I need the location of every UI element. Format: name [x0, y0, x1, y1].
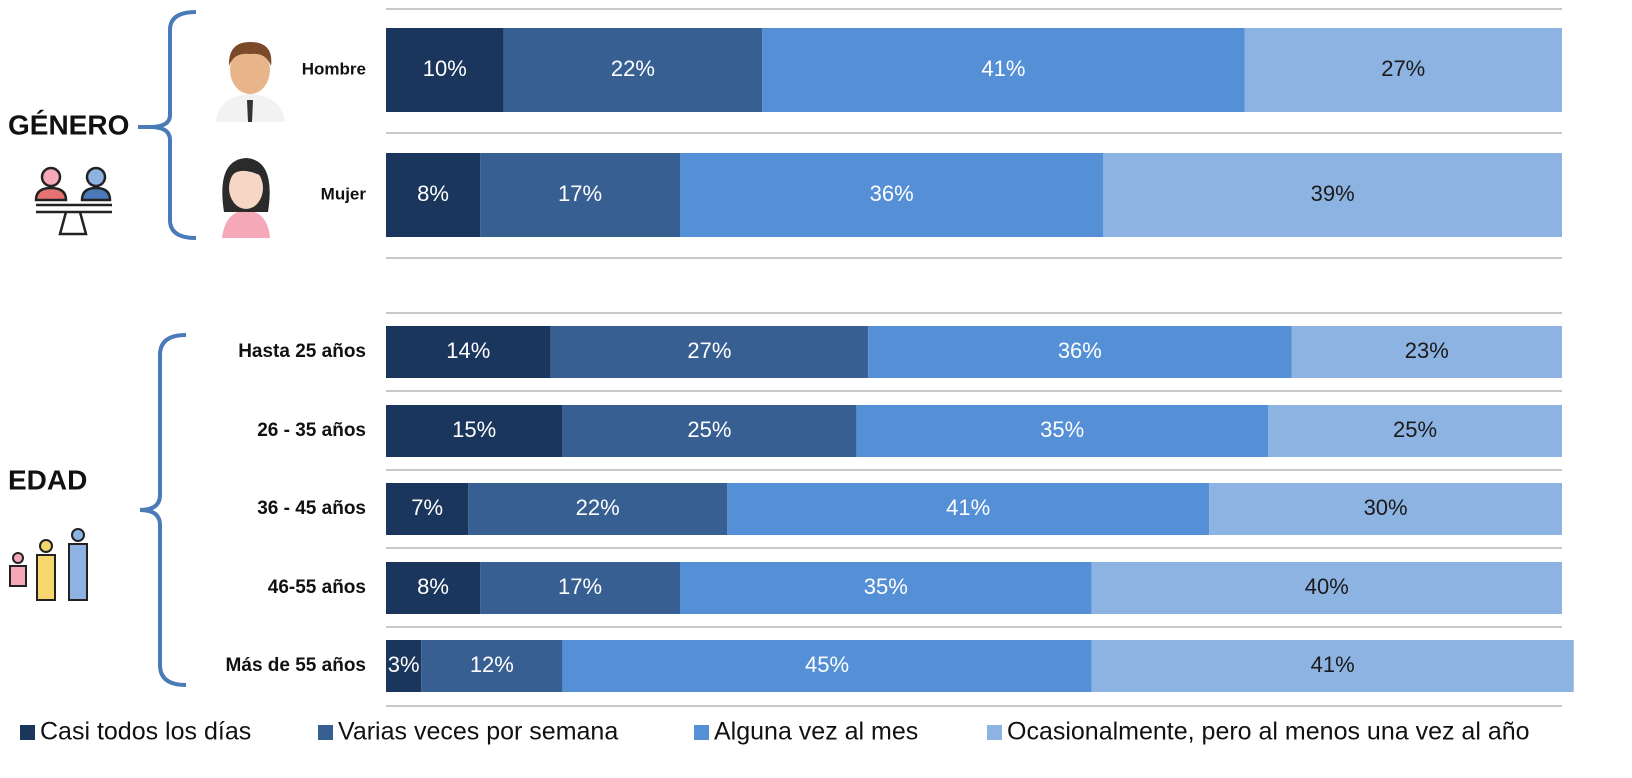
- category-label: 46-55 años: [268, 577, 366, 598]
- value-label: 36%: [870, 181, 914, 206]
- value-label: 15%: [452, 417, 496, 442]
- legend-label: Alguna vez al mes: [714, 718, 918, 746]
- legend-label: Varias veces por semana: [338, 718, 618, 746]
- legend-swatch: [694, 725, 709, 740]
- value-label: 7%: [411, 495, 443, 520]
- value-label: 23%: [1405, 338, 1449, 363]
- value-label: 27%: [687, 338, 731, 363]
- value-label: 35%: [1040, 417, 1084, 442]
- man-icon: [216, 42, 285, 122]
- legend-swatch: [20, 725, 35, 740]
- category-label: 26 - 35 años: [257, 420, 366, 441]
- value-label: 12%: [470, 652, 514, 677]
- legend-label: Ocasionalmente, pero al menos una vez al…: [1007, 718, 1530, 746]
- woman-icon: [222, 158, 270, 238]
- value-label: 3%: [388, 652, 420, 677]
- group-title: GÉNERO: [8, 109, 129, 140]
- category-label: Mujer: [321, 184, 367, 203]
- category-label: Más de 55 años: [226, 655, 366, 676]
- value-label: 22%: [576, 495, 620, 520]
- value-label: 40%: [1305, 574, 1349, 599]
- value-label: 22%: [611, 56, 655, 81]
- value-label: 8%: [417, 574, 449, 599]
- value-label: 39%: [1311, 181, 1355, 206]
- category-label: Hasta 25 años: [238, 341, 366, 362]
- value-label: 41%: [1311, 652, 1355, 677]
- gender-icon: [36, 168, 112, 234]
- group-title: EDAD: [8, 464, 87, 495]
- value-label: 17%: [558, 574, 602, 599]
- value-label: 35%: [864, 574, 908, 599]
- value-label: 36%: [1058, 338, 1102, 363]
- category-label: Hombre: [302, 59, 366, 78]
- value-label: 45%: [805, 652, 849, 677]
- value-label: 10%: [423, 56, 467, 81]
- category-label: 36 - 45 años: [257, 498, 366, 519]
- value-label: 25%: [1393, 417, 1437, 442]
- brace: [150, 12, 196, 238]
- value-label: 30%: [1364, 495, 1408, 520]
- value-label: 17%: [558, 181, 602, 206]
- legend-swatch: [318, 725, 333, 740]
- value-label: 41%: [981, 56, 1025, 81]
- value-label: 8%: [417, 181, 449, 206]
- brace: [140, 335, 186, 685]
- value-label: 27%: [1381, 56, 1425, 81]
- value-label: 25%: [687, 417, 731, 442]
- legend-label: Casi todos los días: [40, 718, 251, 746]
- age-icon: [10, 529, 87, 600]
- value-label: 14%: [446, 338, 490, 363]
- chart: GÉNERO Hombre 10% 22% 41% 27% Mujer 8% 17% 36% 39%…: [0, 0, 1632, 778]
- legend-swatch: [987, 725, 1002, 740]
- value-label: 41%: [946, 495, 990, 520]
